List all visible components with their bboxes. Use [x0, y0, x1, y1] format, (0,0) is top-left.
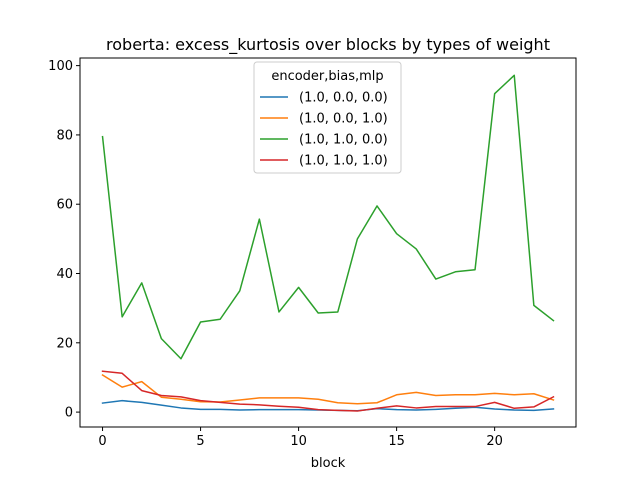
series-line-4: [101, 370, 555, 412]
y-axis: 0 20 40 60 80 100: [48, 59, 80, 421]
legend-label-3: (1.0, 1.0, 0.0): [299, 133, 388, 148]
series-line-2: [101, 373, 555, 405]
x-tick-label: 15: [388, 434, 405, 449]
y-tick-label: 0: [65, 406, 73, 421]
y-tick-label: 20: [56, 336, 73, 351]
y-tick-label: 100: [48, 59, 73, 74]
x-tick-label: 5: [196, 434, 204, 449]
legend-box: [253, 61, 402, 174]
legend-title: encoder,bias,mlp: [271, 69, 383, 84]
legend-label-1: (1.0, 0.0, 0.0): [299, 91, 388, 106]
y-tick-label: 60: [56, 198, 73, 213]
x-axis: 0 5 10 15 20: [98, 427, 503, 449]
series-layer: [101, 74, 555, 412]
chart-title: roberta: excess_kurtosis over blocks by …: [106, 35, 550, 55]
x-tick-label: 10: [290, 434, 307, 449]
x-tick-label: 0: [98, 434, 106, 449]
legend-entries: (1.0, 0.0, 0.0) (1.0, 0.0, 1.0) (1.0, 1.0,…: [260, 91, 388, 169]
x-tick-label: 20: [486, 434, 503, 449]
y-tick-label: 40: [56, 267, 73, 282]
plot-frame: [79, 57, 577, 428]
y-tick-label: 80: [56, 128, 73, 143]
series-line-3: [101, 74, 555, 360]
legend: encoder,bias,mlp (1.0, 0.0, 0.0)(1.0, 0.…: [253, 61, 402, 174]
x-axis-label: block: [311, 456, 346, 471]
legend-label-4: (1.0, 1.0, 1.0): [299, 154, 388, 169]
legend-label-2: (1.0, 0.0, 1.0): [299, 112, 388, 127]
